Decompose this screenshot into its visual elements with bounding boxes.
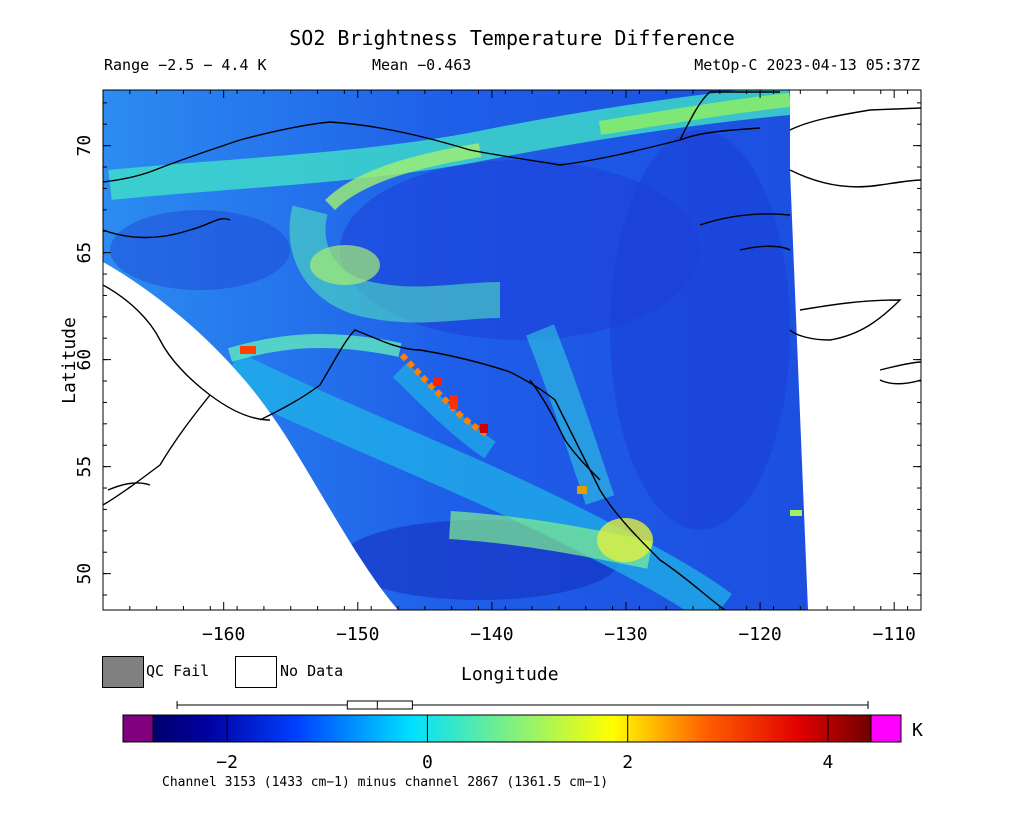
mean-label: Mean −0.463 <box>372 56 472 74</box>
no-data-swatch <box>235 656 277 688</box>
x-tick-label: −140 <box>470 624 513 645</box>
y-tick-label: 55 <box>74 456 95 478</box>
satellite-time-label: MetOp-C 2023-04-13 05:37Z <box>694 56 920 74</box>
x-tick-label: −130 <box>604 624 647 645</box>
colorbar-gradient <box>152 714 872 743</box>
y-tick-label: 70 <box>74 135 95 157</box>
colorbar-over-swatch <box>870 714 902 743</box>
coastlines <box>103 91 921 610</box>
colorbar-tick-label: 4 <box>823 752 834 773</box>
y-tick-label: 60 <box>74 349 95 371</box>
channel-footnote: Channel 3153 (1433 cm−1) minus channel 2… <box>162 775 609 790</box>
colorbar-box-summary <box>176 700 869 710</box>
qc-fail-label: QC Fail <box>146 662 210 680</box>
x-tick-label: −150 <box>336 624 379 645</box>
colorbar-ticks: −2 0 2 4 <box>216 715 833 773</box>
colorbar-tick-label: 0 <box>422 752 433 773</box>
colorbar-tick-label: −2 <box>216 752 238 773</box>
range-label: Range −2.5 − 4.4 K <box>104 56 267 74</box>
colorbar: −2 0 2 4 <box>122 714 902 773</box>
plot-title: SO2 Brightness Temperature Difference <box>289 26 735 50</box>
x-tick-label: −160 <box>202 624 245 645</box>
y-axis-label: Latitude <box>58 317 80 404</box>
y-tick-label: 50 <box>74 563 95 585</box>
x-tick-label: −110 <box>873 624 916 645</box>
x-axis-ticks: −160 −150 −140 −130 −120 −110 <box>102 90 916 645</box>
plot-frame <box>102 89 922 611</box>
swath-data-area <box>103 90 808 610</box>
colorbar-under-swatch <box>122 714 154 743</box>
x-tick-label: −120 <box>738 624 781 645</box>
y-axis-ticks: 50 55 60 65 70 <box>74 102 921 596</box>
colorbar-tick-label: 2 <box>622 752 633 773</box>
no-data-label: No Data <box>280 662 344 680</box>
colorbar-unit: K <box>912 720 923 741</box>
x-axis-label: Longitude <box>461 664 559 685</box>
box-iqr <box>346 700 413 710</box>
qc-fail-swatch <box>102 656 144 688</box>
y-tick-label: 65 <box>74 242 95 264</box>
